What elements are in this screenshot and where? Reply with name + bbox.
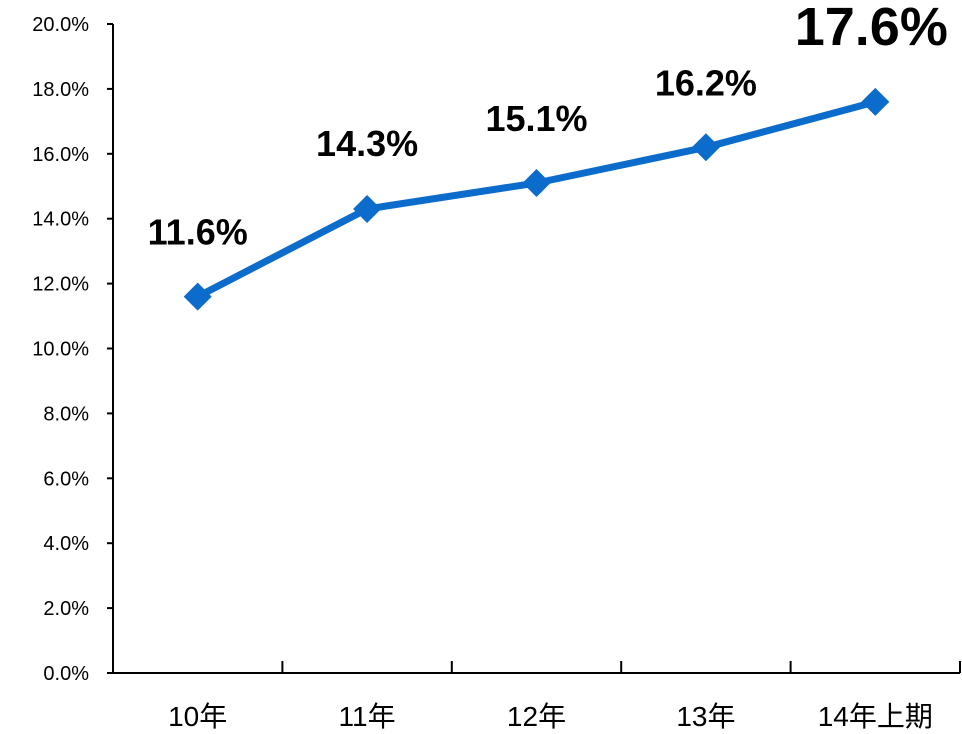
data-point-marker [861,87,890,116]
data-point-marker [522,169,551,198]
y-tick-label: 18.0% [32,79,89,101]
x-category-label: 14年上期 [818,701,933,732]
data-label: 16.2% [655,62,757,103]
data-label: 14.3% [316,123,418,164]
data-point-marker [183,282,212,311]
y-tick-label: 0.0% [43,663,89,685]
data-label: 17.6% [795,0,948,57]
x-axis-category-labels: 10年 11年 12年 13年 14年上期 [168,701,933,732]
data-label: 15.1% [485,98,587,139]
x-category-label: 13年 [676,701,735,732]
y-tick-label: 8.0% [43,403,89,425]
y-axis-tick-labels: 0.0% 2.0% 4.0% 6.0% 8.0% 10.0% 12.0% 14.0% 16.0%… [32,14,89,685]
y-tick-label: 12.0% [32,274,89,296]
axes [107,23,961,674]
y-tick-label: 6.0% [43,468,89,490]
y-tick-label: 10.0% [32,339,89,361]
data-point-marker [691,133,720,162]
y-tick-label: 16.0% [32,144,89,166]
data-point-marker [353,194,382,223]
y-tick-label: 2.0% [43,598,89,620]
y-tick-label: 4.0% [43,533,89,555]
x-category-label: 12年 [507,701,566,732]
data-labels: 11.6% 14.3% 15.1% 16.2% 17.6% [148,0,948,253]
data-label: 11.6% [148,212,248,253]
y-tick-label: 20.0% [32,14,89,36]
y-tick-label: 14.0% [32,209,89,231]
series-layer [183,87,890,311]
x-category-label: 10年 [168,701,227,732]
x-category-label: 11年 [339,701,396,732]
